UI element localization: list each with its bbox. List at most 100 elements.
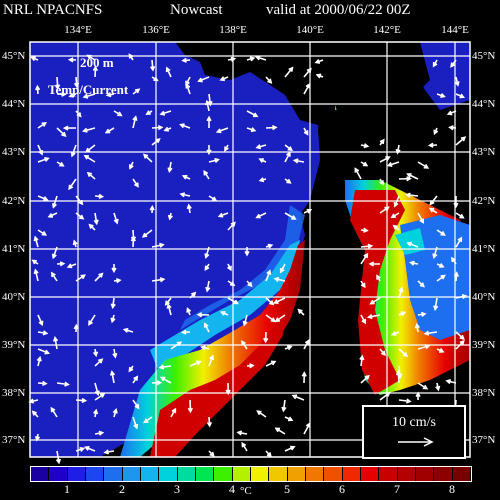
current-arrow: [56, 127, 67, 137]
current-arrow: [75, 212, 85, 220]
current-arrow: [417, 382, 429, 390]
current-arrow: [284, 151, 291, 163]
current-arrow: [94, 430, 105, 436]
pacific-hot-core: [350, 190, 405, 395]
current-arrow: [50, 406, 58, 418]
colorbar-segment: [342, 467, 361, 481]
current-arrow: [185, 82, 191, 95]
current-arrow: [132, 399, 140, 410]
current-arrow: [105, 92, 115, 98]
lon-label-134: 134°E: [64, 24, 92, 36]
current-arrow: [113, 278, 122, 284]
current-arrow: [159, 376, 172, 384]
current-arrow: [179, 192, 191, 198]
colorbar-tick-6: 6: [339, 482, 345, 496]
current-arrow: [141, 229, 153, 238]
temperature-colorbar: [30, 466, 472, 482]
colorbar-segment: [324, 467, 343, 481]
lat-label-39-left: 39°N: [2, 339, 26, 351]
current-arrow: [241, 340, 248, 350]
current-arrow: [205, 280, 211, 293]
current-arrow: [445, 379, 457, 385]
current-arrow: [54, 76, 61, 90]
lat-label-42-left: 42°N: [2, 195, 26, 207]
current-arrow: [284, 212, 297, 220]
lon-label-136: 136°E: [142, 24, 170, 36]
current-arrow: [379, 348, 386, 357]
current-arrow: [113, 110, 123, 117]
current-arrow: [455, 93, 466, 99]
colorbar-segment: [269, 467, 288, 481]
current-arrow: [246, 127, 257, 133]
current-arrow: [217, 212, 229, 218]
lat-label-45-left: 45°N: [2, 50, 26, 62]
current-arrow: [215, 127, 229, 134]
current-arrow: [205, 99, 211, 112]
current-arrow: [189, 291, 197, 299]
current-arrow: [151, 138, 161, 146]
current-arrow: [297, 308, 305, 316]
current-arrow: [37, 314, 44, 327]
current-arrow: [186, 307, 192, 316]
current-arrow: [73, 76, 80, 89]
current-arrow: [390, 212, 400, 219]
colorbar-segment: [67, 467, 86, 481]
current-arrow: [265, 76, 273, 84]
current-arrow: [455, 212, 465, 219]
current-arrow: [132, 115, 138, 129]
lat-label-42-right: 42°N: [472, 195, 496, 207]
current-arrow: [92, 348, 99, 358]
current-arrow: [189, 360, 202, 367]
current-arrow: [203, 322, 210, 333]
current-arrow: [167, 161, 173, 174]
current-arrow: [73, 323, 79, 333]
current-arrow: [236, 430, 248, 436]
current-arrow: [451, 256, 457, 265]
current-arrow: [265, 360, 277, 367]
current-arrow: [112, 348, 118, 359]
current-arrow: [436, 229, 446, 236]
current-arrow: [170, 341, 183, 350]
colorbar-segment: [360, 467, 380, 481]
current-arrow: [186, 203, 192, 214]
current-arrow: [360, 161, 369, 167]
current-arrow: [203, 170, 210, 180]
current-arrow: [51, 246, 58, 260]
current-arrow: [246, 56, 256, 62]
current-arrow: [88, 314, 96, 326]
current-arrow: [204, 246, 210, 259]
lon-label-142: 142°E: [373, 24, 401, 36]
current-arrow: [450, 59, 457, 68]
current-arrow: [110, 314, 116, 324]
colorbar-segment: [379, 467, 398, 481]
current-arrow: [303, 422, 311, 435]
current-arrow: [284, 178, 292, 184]
current-arrow: [303, 127, 309, 136]
colorbar-segment: [397, 467, 416, 481]
field-label: Temp/Current: [48, 82, 129, 97]
honshu-land: [225, 130, 345, 457]
current-arrow: [359, 354, 365, 367]
current-arrow: [51, 195, 58, 209]
current-arrow: [159, 110, 172, 116]
current-arrow: [206, 416, 213, 428]
current-arrow: [255, 144, 267, 150]
current-arrow: [379, 391, 391, 401]
current-arrow: [303, 339, 310, 350]
current-arrow: [227, 56, 237, 62]
current-arrow: [225, 382, 231, 396]
colorbar-segment: [452, 467, 471, 481]
lat-label-39-right: 39°N: [472, 339, 496, 351]
current-arrow: [284, 345, 293, 351]
current-arrow: [390, 330, 400, 336]
current-arrow: [433, 127, 439, 136]
current-arrow: [128, 53, 134, 61]
current-arrow: [94, 382, 100, 397]
current-arrow: [75, 397, 88, 404]
colorbar-segment: [415, 467, 435, 481]
current-arrow: [56, 381, 70, 387]
current-arrow: [281, 399, 287, 413]
colorbar-segment: [49, 467, 68, 481]
current-arrow: [455, 236, 463, 248]
